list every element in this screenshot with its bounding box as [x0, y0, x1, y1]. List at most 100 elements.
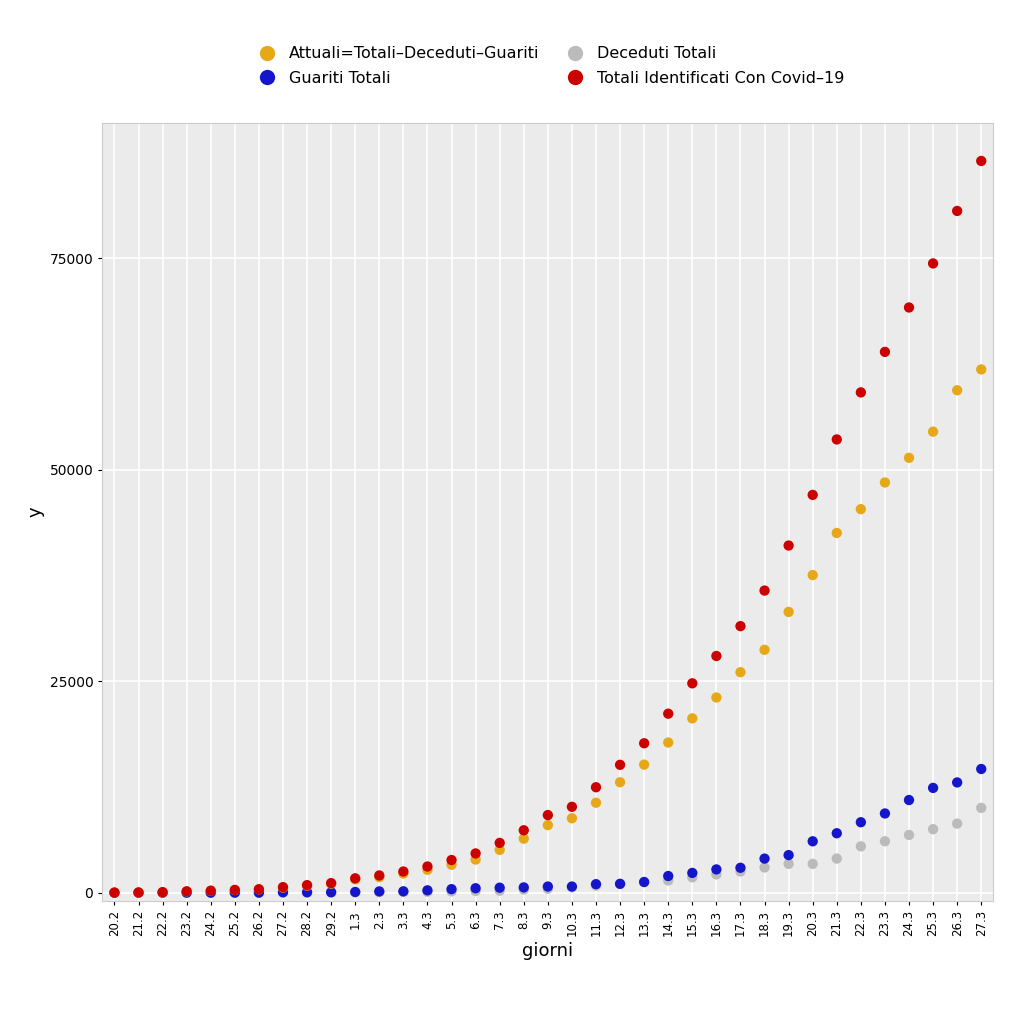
- Point: [925, 424, 941, 440]
- Point: [515, 880, 531, 896]
- Point: [973, 153, 989, 169]
- Point: [805, 856, 821, 872]
- Point: [106, 885, 123, 901]
- Point: [901, 450, 918, 466]
- Point: [203, 885, 219, 901]
- Point: [515, 882, 531, 898]
- Point: [371, 884, 387, 900]
- Point: [828, 431, 845, 447]
- Y-axis label: y: y: [26, 507, 44, 517]
- Point: [347, 870, 364, 887]
- Point: [251, 885, 267, 901]
- Point: [106, 885, 123, 901]
- Point: [299, 877, 315, 893]
- X-axis label: giorni: giorni: [522, 942, 573, 959]
- Point: [709, 866, 725, 883]
- Point: [251, 881, 267, 897]
- Point: [299, 878, 315, 894]
- Point: [419, 884, 435, 900]
- Point: [203, 883, 219, 899]
- Point: [155, 884, 171, 900]
- Point: [780, 856, 797, 872]
- Point: [323, 874, 339, 891]
- Point: [612, 774, 629, 791]
- Point: [853, 501, 869, 517]
- Point: [949, 774, 966, 791]
- Point: [877, 344, 893, 360]
- Point: [443, 852, 460, 868]
- Point: [492, 835, 508, 851]
- Point: [877, 834, 893, 850]
- Point: [178, 883, 195, 899]
- Point: [973, 761, 989, 777]
- Point: [395, 865, 412, 882]
- Point: [106, 885, 123, 901]
- Point: [660, 867, 677, 884]
- Point: [347, 871, 364, 888]
- Point: [178, 883, 195, 899]
- Point: [347, 884, 364, 900]
- Point: [540, 807, 556, 823]
- Point: [443, 857, 460, 873]
- Point: [226, 882, 243, 898]
- Point: [395, 884, 412, 900]
- Point: [371, 869, 387, 886]
- Point: [251, 885, 267, 901]
- Point: [853, 384, 869, 400]
- Point: [709, 689, 725, 706]
- Point: [371, 884, 387, 900]
- Point: [226, 885, 243, 901]
- Point: [925, 779, 941, 796]
- Point: [564, 810, 581, 826]
- Point: [732, 859, 749, 876]
- Point: [178, 885, 195, 901]
- Point: [130, 885, 146, 901]
- Point: [274, 879, 291, 895]
- Legend: Attuali=Totali–Deceduti–Guariti, Guariti Totali, Deceduti Totali, Totali Identif: Attuali=Totali–Deceduti–Guariti, Guariti…: [246, 41, 850, 90]
- Point: [467, 880, 483, 896]
- Point: [973, 800, 989, 816]
- Point: [419, 858, 435, 874]
- Point: [467, 845, 483, 861]
- Point: [492, 880, 508, 896]
- Point: [155, 885, 171, 901]
- Point: [540, 879, 556, 895]
- Point: [660, 706, 677, 722]
- Point: [178, 885, 195, 901]
- Point: [949, 382, 966, 398]
- Point: [515, 822, 531, 839]
- Point: [732, 664, 749, 680]
- Point: [467, 883, 483, 899]
- Point: [949, 203, 966, 219]
- Point: [395, 863, 412, 880]
- Point: [323, 876, 339, 892]
- Point: [805, 834, 821, 850]
- Point: [901, 299, 918, 315]
- Point: [828, 850, 845, 866]
- Point: [877, 474, 893, 490]
- Point: [443, 881, 460, 897]
- Point: [467, 851, 483, 867]
- Point: [130, 885, 146, 901]
- Point: [274, 880, 291, 896]
- Point: [130, 885, 146, 901]
- Point: [419, 882, 435, 898]
- Point: [709, 861, 725, 878]
- Point: [274, 885, 291, 901]
- Point: [395, 883, 412, 899]
- Point: [780, 604, 797, 621]
- Point: [492, 883, 508, 899]
- Point: [203, 885, 219, 901]
- Point: [106, 885, 123, 901]
- Point: [925, 821, 941, 838]
- Point: [588, 876, 604, 892]
- Point: [419, 861, 435, 878]
- Point: [203, 883, 219, 899]
- Point: [757, 583, 773, 599]
- Point: [684, 675, 700, 691]
- Point: [251, 882, 267, 898]
- Point: [901, 792, 918, 808]
- Point: [323, 884, 339, 900]
- Point: [130, 885, 146, 901]
- Point: [780, 847, 797, 863]
